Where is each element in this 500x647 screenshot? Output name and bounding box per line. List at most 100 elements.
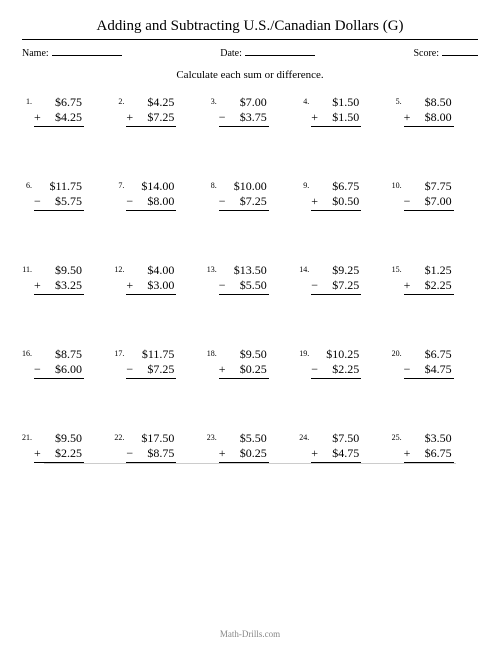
problem: 3.$7.00−$3.75 [207, 95, 293, 127]
problem-number: 14. [299, 263, 311, 274]
problem: 14.$9.25−$7.25 [299, 263, 385, 295]
operator: − [219, 110, 226, 125]
operand-bottom: $4.75 [425, 362, 452, 376]
problem-body: $11.75−$5.75 [34, 179, 84, 211]
operator: − [126, 362, 133, 377]
problem-number: 7. [114, 179, 126, 190]
operand-top: $6.75 [311, 179, 361, 194]
operand-top: $1.25 [404, 263, 454, 278]
problem-body: $9.50+$2.25 [34, 431, 84, 463]
operand-bottom-row: −$2.25 [311, 362, 361, 379]
operand-top: $11.75 [126, 347, 176, 362]
operator: − [311, 278, 318, 293]
operand-top: $9.50 [34, 263, 84, 278]
problem: 5.$8.50+$8.00 [392, 95, 478, 127]
operand-top: $8.50 [404, 95, 454, 110]
operand-bottom: $3.25 [55, 278, 82, 292]
operand-bottom-row: −$7.25 [219, 194, 269, 211]
problem-number: 10. [392, 179, 404, 190]
operator: + [126, 278, 133, 293]
problem-number: 20. [392, 347, 404, 358]
problem: 7.$14.00−$8.00 [114, 179, 200, 211]
operand-top: $6.75 [34, 95, 84, 110]
operand-bottom: $0.50 [332, 194, 359, 208]
operand-bottom: $7.25 [332, 278, 359, 292]
operand-top: $14.00 [126, 179, 176, 194]
operand-bottom-row: +$4.75 [311, 446, 361, 463]
score-field: Score: [413, 46, 478, 59]
problem: 8.$10.00−$7.25 [207, 179, 293, 211]
problem-body: $7.00−$3.75 [219, 95, 269, 127]
operand-bottom-row: −$7.25 [126, 362, 176, 379]
operand-top: $7.75 [404, 179, 454, 194]
operand-bottom: $4.25 [55, 110, 82, 124]
problem: 19.$10.25−$2.25 [299, 347, 385, 379]
operand-bottom: $7.25 [147, 110, 174, 124]
problem-body: $10.00−$7.25 [219, 179, 269, 211]
problem-number: 2. [114, 95, 126, 106]
score-blank[interactable] [442, 46, 478, 56]
problem-number: 9. [299, 179, 311, 190]
problem: 11.$9.50+$3.25 [22, 263, 108, 295]
operand-bottom: $8.00 [425, 110, 452, 124]
problem-number: 13. [207, 263, 219, 274]
operand-bottom: $3.00 [147, 278, 174, 292]
problem: 6.$11.75−$5.75 [22, 179, 108, 211]
operand-top: $9.50 [219, 347, 269, 362]
problem: 18.$9.50+$0.25 [207, 347, 293, 379]
operand-bottom: $6.75 [425, 446, 452, 460]
problem-number: 5. [392, 95, 404, 106]
operand-bottom-row: −$5.75 [34, 194, 84, 211]
problem: 2.$4.25+$7.25 [114, 95, 200, 127]
problem: 24.$7.50+$4.75 [299, 431, 385, 463]
problem: 20.$6.75−$4.75 [392, 347, 478, 379]
problem: 15.$1.25+$2.25 [392, 263, 478, 295]
operand-bottom-row: +$0.25 [219, 446, 269, 463]
footer-text: Math-Drills.com [0, 629, 500, 639]
problem-body: $3.50+$6.75 [404, 431, 454, 463]
operand-top: $4.00 [126, 263, 176, 278]
operand-bottom: $2.25 [55, 446, 82, 460]
operand-bottom: $3.75 [240, 110, 267, 124]
problem-body: $7.75−$7.00 [404, 179, 454, 211]
problem-number: 24. [299, 431, 311, 442]
problem-number: 8. [207, 179, 219, 190]
meta-row: Name: Date: Score: [22, 46, 478, 59]
problem-number: 21. [22, 431, 34, 442]
operand-top: $6.75 [404, 347, 454, 362]
operator: + [311, 110, 318, 125]
problem-body: $6.75+$4.25 [34, 95, 84, 127]
name-blank[interactable] [52, 46, 122, 56]
problem-body: $8.50+$8.00 [404, 95, 454, 127]
title-rule [22, 39, 478, 40]
operand-top: $10.25 [311, 347, 361, 362]
operand-top: $7.50 [311, 431, 361, 446]
problem-body: $6.75−$4.75 [404, 347, 454, 379]
operand-bottom: $5.75 [55, 194, 82, 208]
operator: + [34, 446, 41, 461]
operand-bottom-row: +$0.50 [311, 194, 361, 211]
operand-bottom: $8.00 [147, 194, 174, 208]
operand-top: $10.00 [219, 179, 269, 194]
problem: 4.$1.50+$1.50 [299, 95, 385, 127]
operator: − [404, 194, 411, 209]
operator: − [219, 278, 226, 293]
date-blank[interactable] [245, 46, 315, 56]
problem-body: $9.50+ $0.25 [219, 347, 269, 379]
operand-bottom-row: +$4.25 [34, 110, 84, 127]
operator: + [219, 362, 226, 377]
operator: − [34, 362, 41, 377]
operand-bottom-row: −$8.75 [126, 446, 176, 463]
problem-body: $4.25+$7.25 [126, 95, 176, 127]
operand-top: $1.50 [311, 95, 361, 110]
operand-top: $13.50 [219, 263, 269, 278]
problem-body: $9.25−$7.25 [311, 263, 361, 295]
operand-bottom: $0.25 [240, 362, 267, 376]
problem-number: 3. [207, 95, 219, 106]
operator: − [311, 362, 318, 377]
operand-bottom-row: −$7.25 [311, 278, 361, 295]
problem: 9.$6.75+$0.50 [299, 179, 385, 211]
operand-bottom: $2.25 [425, 278, 452, 292]
operand-bottom-row: +$1.50 [311, 110, 361, 127]
problem-body: $9.50+$3.25 [34, 263, 84, 295]
